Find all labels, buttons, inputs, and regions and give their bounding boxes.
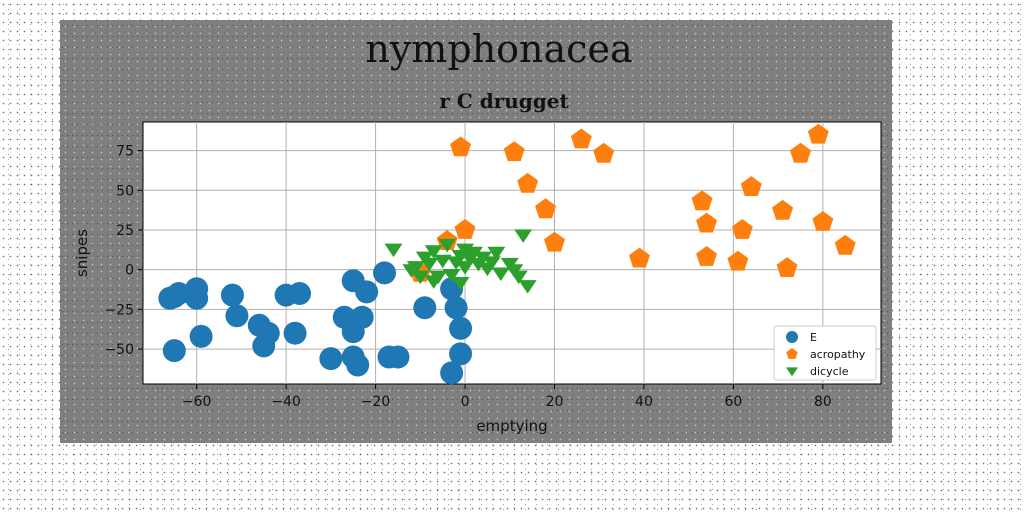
y-axis-label: snipes bbox=[73, 229, 91, 277]
x-tick-label: −40 bbox=[271, 394, 301, 410]
legend-label: E bbox=[810, 331, 817, 344]
point-e bbox=[386, 346, 409, 369]
y-tick-label: −50 bbox=[104, 342, 134, 358]
x-tick-label: −20 bbox=[361, 394, 391, 410]
figure: nymphonacea r C drugget −60 −40 −20 0 20 40 60… bbox=[60, 20, 892, 443]
point-e bbox=[225, 304, 248, 327]
y-tick-label: −25 bbox=[104, 302, 134, 318]
chart-suptitle: nymphonacea bbox=[365, 27, 632, 71]
point-e bbox=[445, 296, 468, 319]
point-e bbox=[185, 287, 208, 310]
legend-marker-e bbox=[786, 331, 798, 343]
point-e bbox=[413, 296, 436, 319]
point-e bbox=[346, 353, 369, 376]
y-tick-label: 50 bbox=[116, 183, 134, 199]
point-e bbox=[284, 322, 307, 345]
point-e bbox=[288, 282, 311, 305]
x-tick-label: 80 bbox=[814, 394, 832, 410]
chart-title: r C drugget bbox=[439, 89, 569, 113]
point-e bbox=[319, 347, 342, 370]
x-tick-label: 0 bbox=[461, 394, 470, 410]
y-tick-label: 25 bbox=[116, 223, 134, 239]
point-e bbox=[342, 320, 365, 343]
point-e bbox=[449, 317, 472, 340]
point-e bbox=[355, 280, 378, 303]
point-e bbox=[221, 284, 244, 307]
point-e bbox=[163, 339, 186, 362]
point-e bbox=[252, 334, 275, 357]
scatter-chart: nymphonacea r C drugget −60 −40 −20 0 20 40 60… bbox=[60, 20, 892, 443]
point-e bbox=[373, 261, 396, 284]
x-tick-label: 20 bbox=[546, 394, 564, 410]
legend-label: dicycle bbox=[810, 365, 849, 378]
x-tick-label: 60 bbox=[724, 394, 742, 410]
point-e bbox=[440, 361, 463, 384]
x-tick-label: −60 bbox=[182, 394, 212, 410]
legend-label: acropathy bbox=[810, 348, 866, 361]
y-tick-label: 75 bbox=[116, 144, 134, 160]
x-tick-label: 40 bbox=[635, 394, 653, 410]
y-tick-label: 0 bbox=[125, 263, 134, 279]
point-e bbox=[190, 325, 213, 348]
x-axis-label: emptying bbox=[476, 417, 547, 435]
